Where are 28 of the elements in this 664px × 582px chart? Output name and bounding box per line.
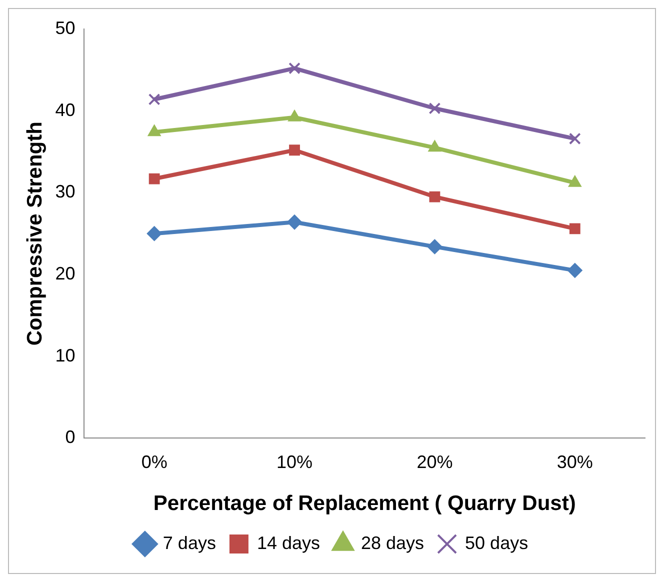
y-tick-label: 20 [55, 263, 76, 284]
point [567, 262, 582, 278]
point [148, 173, 160, 184]
point [288, 62, 300, 74]
y-tick-label: 0 [65, 427, 76, 448]
y-tick-label: 30 [55, 182, 76, 202]
legend-label: 50 days [465, 532, 528, 553]
point [569, 223, 580, 234]
y-tick-label: 50 [55, 18, 76, 38]
x-tick-label: 20% [416, 452, 453, 472]
legend-label: 28 days [360, 532, 424, 553]
point [427, 239, 442, 254]
point [568, 132, 581, 145]
point [148, 93, 160, 106]
point [146, 226, 162, 242]
x-tick-label: 10% [276, 452, 313, 472]
point [289, 144, 300, 156]
point [429, 191, 440, 202]
legend-label: 7 days [162, 532, 216, 553]
y-tick-label: 10 [55, 345, 76, 366]
point [428, 102, 441, 114]
y-axis-title: Compressive Strength [23, 122, 46, 346]
x-tick-label: 30% [556, 452, 593, 472]
point [287, 214, 302, 230]
legend-label: 14 days [256, 532, 320, 553]
y-tick-label: 40 [55, 100, 76, 120]
x-tick-label: 0% [141, 452, 168, 472]
x-axis-title: Percentage of Replacement ( Quarry Dust) [153, 492, 576, 516]
